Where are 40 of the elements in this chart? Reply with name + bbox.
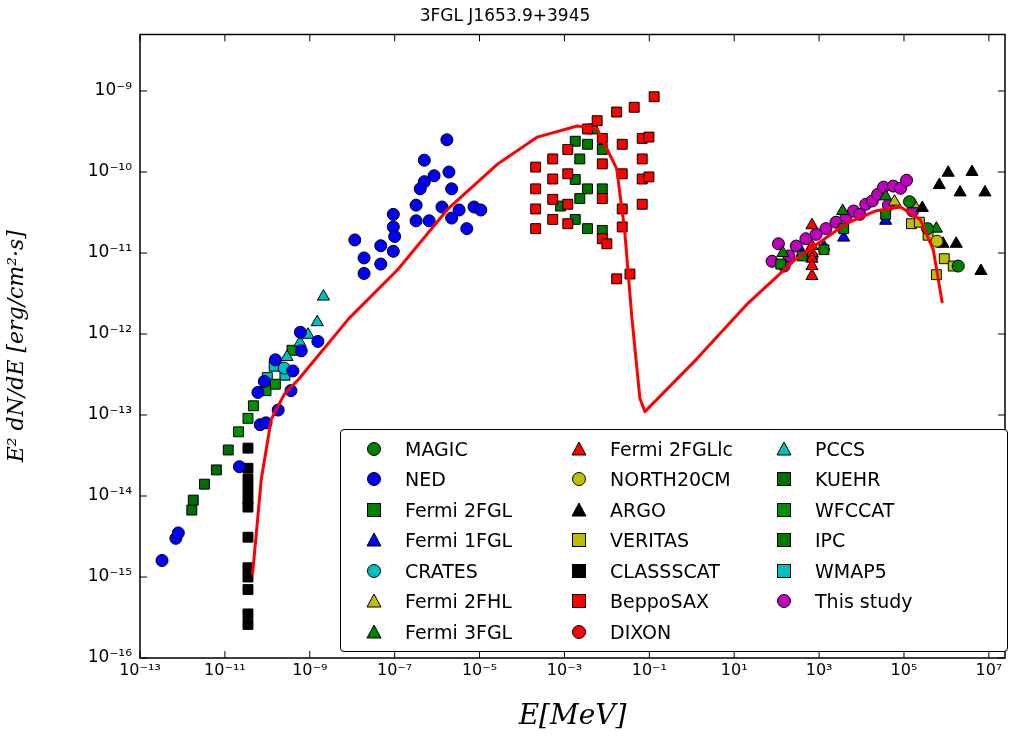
legend-label: WFCCAT [815,498,895,521]
y-tick-label: 10⁻¹³ [87,403,132,424]
legend-label: Fermi 2FGLlc [610,437,733,460]
legend-label: BeppoSAX [610,590,709,613]
x-tick-label: 10⁷ [975,659,1003,679]
legend-label: This study [815,590,913,613]
legend-label: PCCS [815,437,866,460]
legend-label: Fermi 2FGL [405,498,513,521]
x-tick-label: 10⁻¹¹ [204,659,246,679]
y-tick-label: 10⁻¹⁵ [87,565,132,586]
legend-label: Fermi 3FGL [405,620,513,643]
x-tick-label: 10⁻³ [546,659,583,679]
y-tick-label: 10⁻⁹ [94,79,133,100]
legend-label: Fermi 2FHL [405,590,512,613]
x-tick-label: 10⁻¹ [631,659,667,679]
x-tick-label: 10⁵ [890,659,918,679]
legend-label: KUEHR [815,468,881,491]
x-tick-label: 10¹ [720,659,748,679]
legend-label: VERITAS [610,529,689,552]
legend-label: WMAP5 [815,559,887,582]
y-tick-label: 10⁻¹² [87,322,132,343]
legend-label: CRATES [405,559,478,582]
legend-label: NED [405,468,446,491]
x-tick-label: 10⁻⁷ [377,659,413,679]
x-tick-label: 10⁻⁹ [292,659,328,679]
legend-label: ARGO [610,498,666,521]
y-tick-label: 10⁻¹⁰ [87,160,133,181]
legend-label: CLASSSCAT [610,559,720,582]
legend-label: IPC [815,529,846,552]
x-tick-label: 10⁻⁵ [461,659,498,679]
y-tick-label: 10⁻¹¹ [87,241,132,262]
y-tick-label: 10⁻¹⁴ [87,484,133,505]
legend-label: Fermi 1FGL [405,529,513,552]
legend-label: DIXON [610,620,672,643]
x-axis-title: E[MeV] [517,698,627,732]
x-tick-label: 10³ [805,659,833,679]
legend-label: MAGIC [405,437,468,460]
legend-label: NORTH20CM [610,468,731,491]
y-axis-title: E² dN/dE [erg/cm²·s] [2,229,28,464]
chart-title: 3FGL J1653.9+3945 [419,4,591,25]
